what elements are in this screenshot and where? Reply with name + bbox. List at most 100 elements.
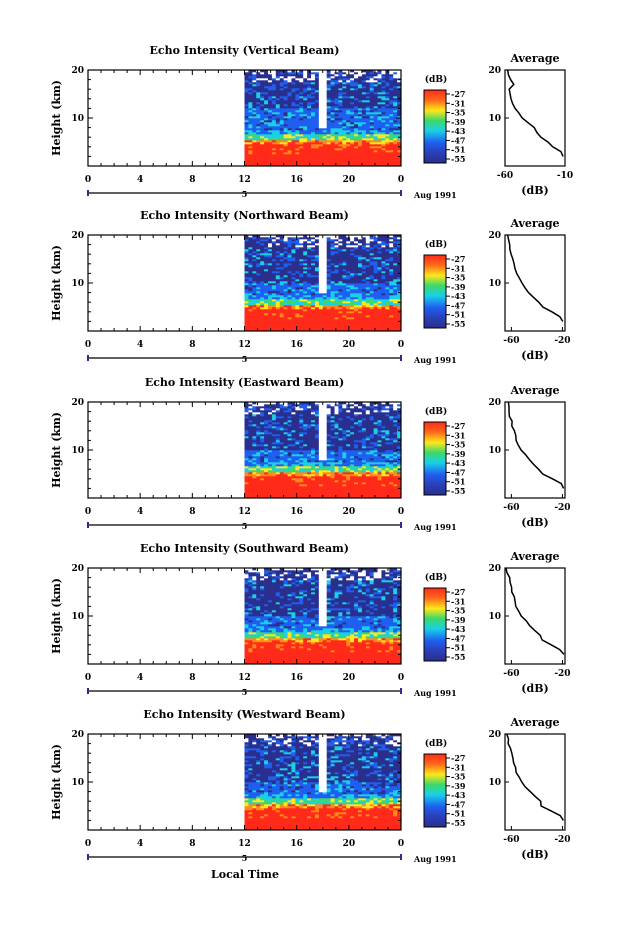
heatmap-cell: [275, 484, 281, 487]
heatmap-cell: [365, 154, 371, 157]
heatmap-cell: [283, 261, 288, 264]
heatmap-cell: [389, 110, 394, 113]
heatmap-cell: [346, 295, 351, 298]
heatmap-cell: [260, 287, 265, 290]
heatmap-cell: [260, 245, 265, 248]
heatmap-cell: [330, 239, 335, 242]
heatmap-cell: [346, 148, 351, 151]
heatmap-cell: [334, 84, 339, 87]
heatmap-cell: [365, 289, 371, 292]
heatmap-cell: [275, 154, 281, 157]
heatmap-cell: [275, 287, 281, 290]
heatmap-cell: [244, 456, 249, 459]
heatmap-cell: [369, 303, 375, 306]
heatmap-cell: [248, 102, 253, 105]
heatmap-cell: [299, 124, 304, 127]
heatmap-cell: [279, 319, 285, 322]
heatmap-cell: [275, 239, 281, 242]
heatmap-cell: [260, 283, 265, 286]
heatmap-cell: [342, 247, 347, 250]
heatmap-cell: [373, 122, 378, 125]
heatmap-cell: [252, 98, 257, 101]
heatmap-cell: [365, 235, 371, 238]
heatmap-cell: [377, 80, 382, 83]
heatmap-cell: [346, 243, 351, 246]
heatmap-cell: [354, 267, 359, 270]
heatmap-cell: [397, 158, 402, 161]
heatmap-cell: [338, 484, 343, 487]
heatmap-cell: [393, 460, 398, 463]
heatmap-cell: [365, 102, 371, 105]
heatmap-cell: [295, 158, 300, 161]
heatmap-cell: [244, 289, 249, 292]
heatmap-cell: [271, 488, 277, 491]
heatmap-cell: [314, 313, 320, 316]
heatmap-cell: [361, 80, 367, 83]
x-tick-label: 0: [398, 340, 404, 350]
heatmap-cell: [291, 496, 296, 499]
heatmap-cell: [357, 279, 363, 282]
heatmap-cell: [318, 120, 324, 123]
heatmap-cell: [311, 494, 316, 497]
heatmap-cell: [369, 472, 375, 475]
heatmap-cell: [334, 96, 339, 99]
heatmap-cell: [373, 72, 378, 75]
heatmap-cell: [350, 251, 355, 254]
heatmap-cell: [318, 470, 324, 473]
heatmap-cell: [303, 309, 308, 312]
heatmap-cell: [248, 327, 253, 330]
heatmap-cell: [373, 454, 378, 457]
heatmap-cell: [252, 152, 257, 155]
heatmap-cell: [338, 86, 343, 89]
heatmap-cell: [330, 148, 335, 151]
heatmap-cell: [299, 94, 304, 97]
heatmap-cell: [322, 472, 328, 475]
heatmap-cell: [311, 134, 316, 137]
heatmap-cell: [342, 132, 347, 135]
heatmap-cell: [299, 468, 304, 471]
heatmap-cell: [342, 303, 347, 306]
heatmap-cell: [326, 486, 331, 489]
heatmap-cell: [397, 267, 402, 270]
heatmap-cell: [338, 253, 343, 256]
heatmap-cell: [256, 305, 261, 308]
heatmap-cell: [330, 265, 335, 268]
heatmap-cell: [357, 255, 363, 258]
heatmap-cell: [283, 490, 288, 493]
heatmap-cell: [385, 118, 390, 121]
heatmap-cell: [264, 150, 269, 153]
heatmap-cell: [354, 329, 359, 332]
heatmap-cell: [322, 297, 328, 300]
heatmap-cell: [389, 76, 394, 79]
heatmap-cell: [350, 92, 355, 95]
heatmap-cell: [287, 287, 292, 290]
heatmap-cell: [381, 454, 386, 457]
heatmap-cell: [303, 458, 308, 461]
heatmap-cell: [252, 80, 257, 83]
heatmap-cell: [346, 265, 351, 268]
heatmap-cell: [303, 148, 308, 151]
heatmap-cell: [311, 88, 316, 91]
heatmap-cell: [311, 150, 316, 153]
heatmap-cell: [373, 291, 378, 294]
heatmap-cell: [330, 104, 335, 107]
heatmap-cell: [381, 476, 386, 479]
heatmap-cell: [365, 148, 371, 151]
heatmap-cell: [330, 494, 335, 497]
heatmap-cell: [342, 319, 347, 322]
heatmap-cell: [318, 478, 324, 481]
heatmap-cell: [397, 275, 402, 278]
heatmap-cell: [377, 297, 382, 300]
heatmap-cell: [373, 120, 378, 123]
heatmap-cell: [295, 281, 300, 284]
heatmap-cell: [271, 295, 277, 298]
heatmap-cell: [377, 108, 382, 111]
heatmap-cell: [307, 289, 312, 292]
heatmap-cell: [369, 130, 375, 133]
heatmap-cell: [377, 462, 382, 465]
heatmap-cell: [271, 281, 277, 284]
heatmap-cell: [279, 148, 285, 151]
heatmap-cell: [393, 482, 398, 485]
heatmap-cell: [397, 130, 402, 133]
heatmap-cell: [389, 156, 394, 159]
